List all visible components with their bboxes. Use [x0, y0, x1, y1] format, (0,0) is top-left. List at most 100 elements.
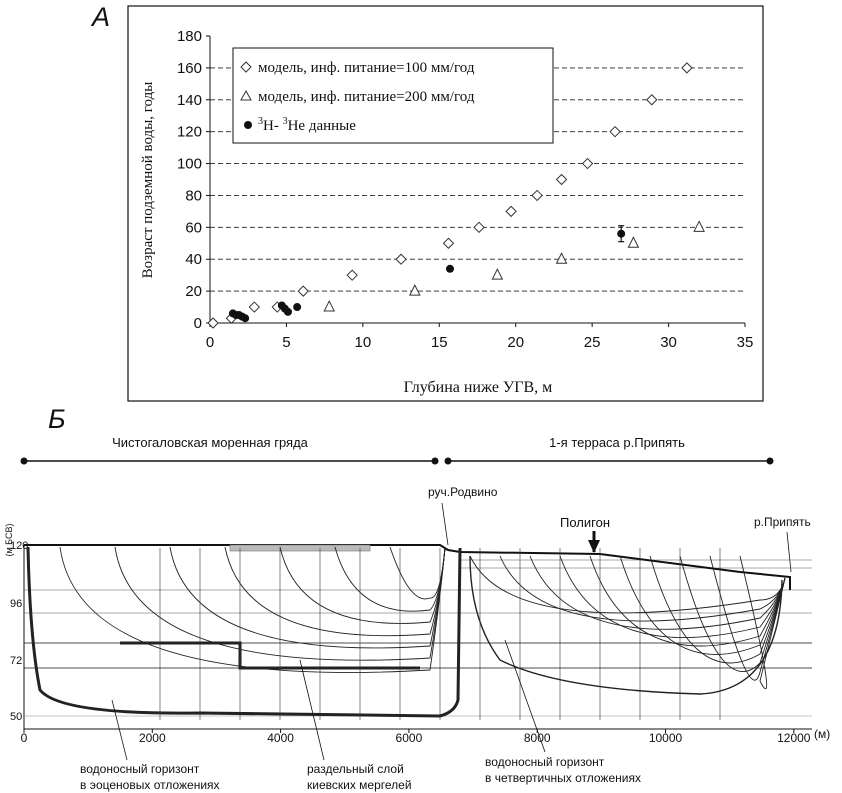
svg-text:раздельный слой: раздельный слой [307, 762, 404, 776]
flowline-marl-boundary [120, 641, 420, 670]
legend-diamond-icon [240, 61, 252, 73]
panel-a-letter: А [92, 2, 111, 32]
section-x-tick-label: 0 [21, 731, 28, 745]
flowline-terrace [529, 555, 786, 630]
legend-series-2: модель, инф. питание=200 мм/год [258, 89, 475, 105]
y-tick-label: 180 [177, 28, 202, 45]
legend-dot-icon [244, 121, 252, 129]
y-tick-label: 160 [177, 60, 202, 77]
zone-brackets [20, 457, 774, 465]
zone-label-terrace: 1-я терраса р.Припять [549, 435, 685, 450]
point-model-200 [693, 220, 705, 232]
y-tick-label: 40 [185, 251, 202, 268]
layer-label-quaternary: водоносный горизонт в четвертичных отлож… [485, 639, 641, 785]
section-x-ticks: 0 2000 4000 6000 8000 10000 12000 [21, 729, 811, 745]
legend-series-3: 3H- 3He данные [258, 116, 356, 134]
y-tick-label: 100 [177, 156, 202, 173]
section-x-tick-label: 2000 [139, 731, 166, 745]
point-model-100 [581, 157, 594, 170]
section-y-tick-label: 120 [10, 540, 28, 552]
flowline-terrace [709, 555, 786, 681]
section-x-tick-label: 6000 [396, 731, 423, 745]
point-model-100 [473, 221, 485, 234]
section-y-tick-label: 50 [10, 711, 22, 723]
panel-b-letter: Б [48, 404, 66, 434]
y-tick-label: 0 [194, 315, 202, 332]
section-frame [23, 544, 812, 730]
y-tick-label: 140 [177, 92, 202, 109]
section-x-tick-label: 12000 [777, 731, 811, 745]
chart-a-y-ticks: 0 20 40 60 80 100 120 140 160 180 [177, 28, 210, 332]
x-tick-label: 25 [584, 334, 601, 351]
point-model-100 [555, 173, 568, 186]
section-y-unit: (м БСВ) [4, 524, 14, 557]
section-flowlines [26, 546, 786, 720]
section-x-tick-label: 10000 [649, 731, 683, 745]
section-y-ticks: 120 96 72 50 [10, 540, 28, 723]
point-model-200 [491, 268, 504, 280]
chart-a-frame [127, 5, 764, 402]
flowline-terrace [589, 555, 786, 647]
point-tritium-helium [241, 314, 250, 323]
point-model-100 [531, 189, 543, 202]
point-model-200 [627, 236, 640, 248]
chart-a-ylabel: Возраст подземной воды, годы [140, 82, 156, 279]
point-model-200 [555, 252, 568, 264]
chart-a-marks [207, 62, 705, 329]
flowline-moraine [224, 546, 446, 637]
flowline-terrace [619, 555, 786, 655]
flowline-moraine [389, 546, 446, 600]
y-tick-label: 80 [185, 187, 202, 204]
x-tick-label: 10 [355, 334, 372, 351]
flowline-moraine [169, 546, 446, 649]
point-model-100 [609, 125, 621, 138]
point-model-100 [646, 94, 658, 106]
point-model-100 [681, 62, 693, 74]
y-tick-label: 20 [185, 283, 202, 300]
flowline-moraine [279, 546, 446, 624]
x-tick-label: 5 [282, 334, 290, 351]
point-model-100 [297, 285, 309, 297]
point-model-100 [248, 301, 261, 313]
section-y-tick-label: 72 [10, 655, 22, 667]
flowline-eocene-outline [26, 546, 462, 718]
flowline-moraine [59, 546, 446, 673]
y-tick-label: 60 [185, 219, 202, 236]
chart-a-x-ticks: 0 5 10 15 20 25 30 35 [206, 323, 754, 351]
point-tritium-helium [293, 303, 302, 312]
polygon-arrow-icon [588, 531, 600, 553]
point-model-100 [207, 317, 219, 329]
section-x-unit: (м) [814, 727, 830, 741]
point-model-200 [323, 299, 336, 312]
x-tick-label: 30 [660, 334, 677, 351]
point-model-100 [442, 237, 455, 249]
legend-triangle-icon [240, 89, 252, 101]
flowline-terrace [499, 555, 786, 622]
x-tick-label: 20 [507, 334, 524, 351]
point-tritium-helium [445, 264, 454, 273]
flowline-terrace [649, 555, 786, 664]
x-tick-label: 35 [737, 334, 754, 351]
flowline-terrace-deep [469, 555, 783, 695]
svg-text:киевских мергелей: киевских мергелей [307, 778, 412, 792]
svg-text:в эоценовых отложениях: в эоценовых отложениях [80, 778, 220, 792]
x-tick-label: 15 [431, 334, 448, 351]
svg-text:водоносный горизонт: водоносный горизонт [485, 755, 605, 769]
point-model-100 [505, 205, 517, 218]
chart-a-axes [209, 36, 745, 324]
layer-label-kiev-marl: раздельный слой киевских мергелей [299, 659, 412, 792]
section-y-tick-label: 96 [10, 598, 22, 610]
label-pripyat: р.Припять [754, 515, 811, 529]
section-x-tick-label: 4000 [267, 731, 294, 745]
flowline-terrace [739, 555, 786, 690]
zone-label-moraine: Чистогаловская моренная гряда [112, 435, 309, 450]
point-model-100 [346, 269, 358, 281]
flowline-moraine [334, 546, 446, 612]
flowline-terrace [469, 555, 786, 614]
y-tick-label: 120 [177, 124, 202, 141]
section-x-tick-label: 8000 [524, 731, 551, 745]
svg-text:водоносный горизонт: водоносный горизонт [80, 762, 200, 776]
x-tick-label: 0 [206, 334, 214, 351]
point-model-200 [409, 283, 421, 296]
chart-a-xlabel: Глубина ниже УГВ, м [404, 379, 553, 396]
